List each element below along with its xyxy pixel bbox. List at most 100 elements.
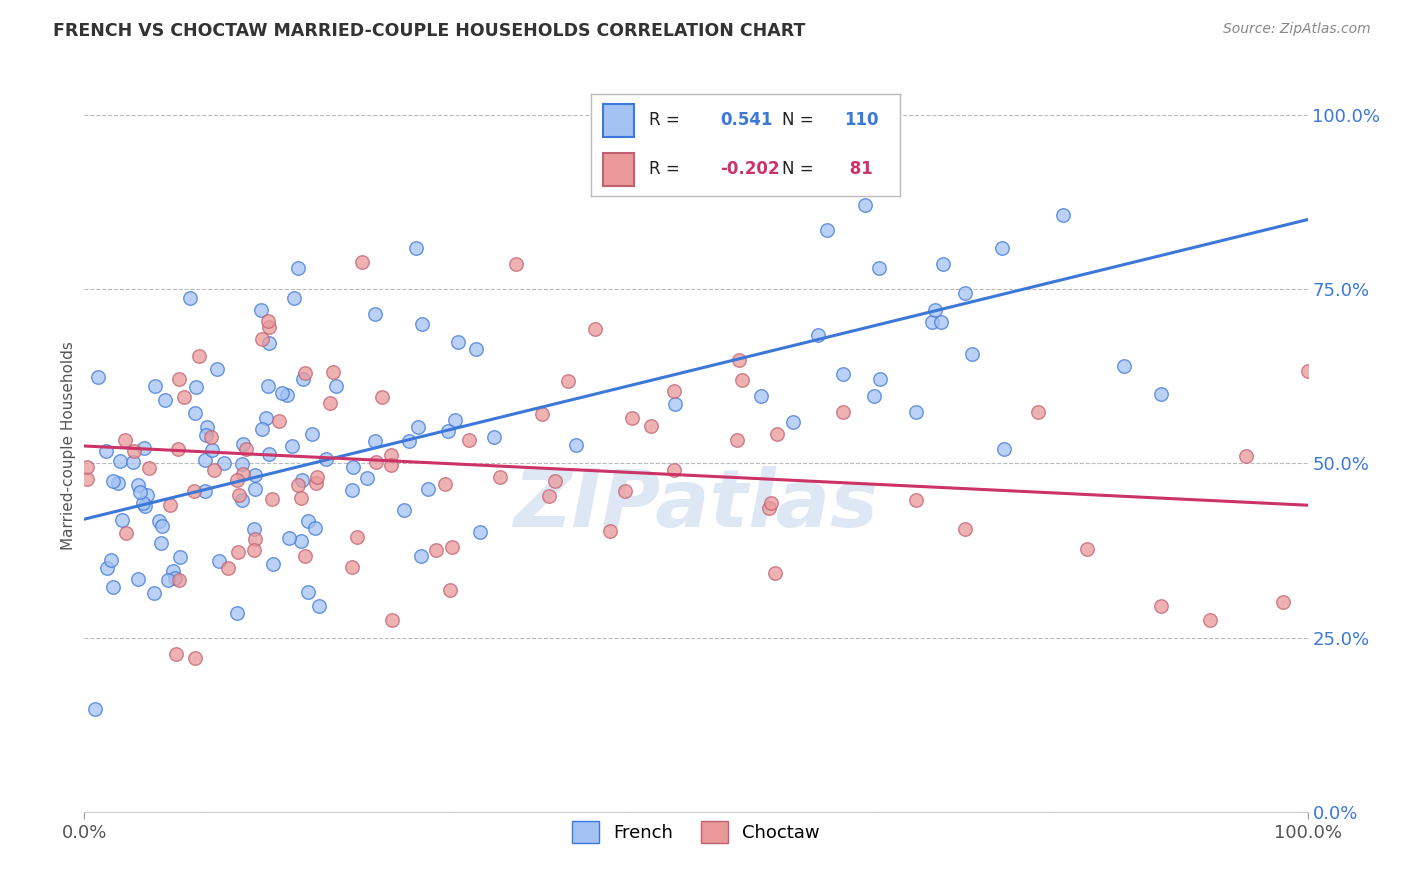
Point [162,565,184,579]
Point [408,419,430,434]
Y-axis label: Married-couple Households: Married-couple Households [60,342,76,550]
Text: Source: ZipAtlas.com: Source: ZipAtlas.com [1223,22,1371,37]
Point [271,386,294,401]
Point [163,571,186,585]
Point [96,561,118,575]
Point [159,498,181,512]
Point [183,484,205,499]
Point [953,522,976,536]
Point [108,454,131,468]
Point [862,389,884,403]
Point [342,459,364,474]
Text: ZIPatlas: ZIPatlas [513,466,879,543]
Legend: French, Choctaw: French, Choctaw [565,814,827,850]
Point [143,379,166,393]
Point [482,430,505,444]
Point [380,458,402,472]
Point [434,477,457,491]
Point [304,521,326,535]
Point [201,443,224,458]
Point [287,477,309,491]
Point [664,396,686,410]
Point [315,451,337,466]
Point [759,496,782,510]
Point [364,434,387,449]
Point [257,320,280,334]
Point [931,257,953,271]
Text: FRENCH VS CHOCTAW MARRIED-COUPLE HOUSEHOLDS CORRELATION CHART: FRENCH VS CHOCTAW MARRIED-COUPLE HOUSEHO… [53,22,806,40]
Point [1198,613,1220,627]
Point [444,412,467,426]
Point [138,461,160,475]
Point [530,407,553,421]
Point [557,374,579,388]
Point [583,322,606,336]
Point [235,442,257,457]
Point [195,420,218,434]
Point [905,405,928,419]
Point [297,584,319,599]
Point [262,491,284,506]
Point [276,387,298,401]
Point [243,543,266,558]
Point [132,441,155,455]
Point [640,419,662,434]
Point [291,473,314,487]
Point [127,572,149,586]
Point [87,370,110,384]
Point [157,573,180,587]
Point [1150,599,1173,613]
Point [76,472,98,486]
Point [468,525,491,540]
Point [281,439,304,453]
Point [186,380,208,394]
Point [287,261,309,276]
Point [294,549,316,563]
Point [537,489,560,503]
Point [953,285,976,300]
Point [254,410,277,425]
Text: 0.541: 0.541 [720,111,773,128]
Point [150,519,173,533]
Point [831,367,853,381]
Point [103,580,125,594]
Text: N =: N = [782,160,820,178]
Point [226,473,249,487]
Point [107,475,129,490]
Point [94,444,117,458]
Point [308,599,330,613]
Point [371,390,394,404]
Point [425,542,447,557]
Text: R =: R = [650,111,685,128]
Point [148,514,170,528]
Point [257,313,280,327]
Point [440,540,463,554]
Point [405,242,427,256]
Point [114,433,136,447]
Point [322,365,344,379]
Point [226,545,249,559]
Point [115,525,138,540]
Point [921,315,943,329]
Point [416,482,439,496]
Point [301,427,323,442]
Point [129,484,152,499]
Point [398,434,420,449]
Point [763,566,786,580]
Point [346,530,368,544]
Point [1296,364,1319,378]
Point [232,467,254,481]
Text: N =: N = [782,111,820,128]
Point [664,384,686,398]
Point [290,491,312,505]
Point [869,260,891,275]
Point [1076,541,1098,556]
Point [101,474,124,488]
Point [319,395,342,409]
Point [231,457,253,471]
Point [869,371,891,385]
Point [465,343,488,357]
Point [447,334,470,349]
Point [226,606,249,620]
Point [1272,595,1295,609]
